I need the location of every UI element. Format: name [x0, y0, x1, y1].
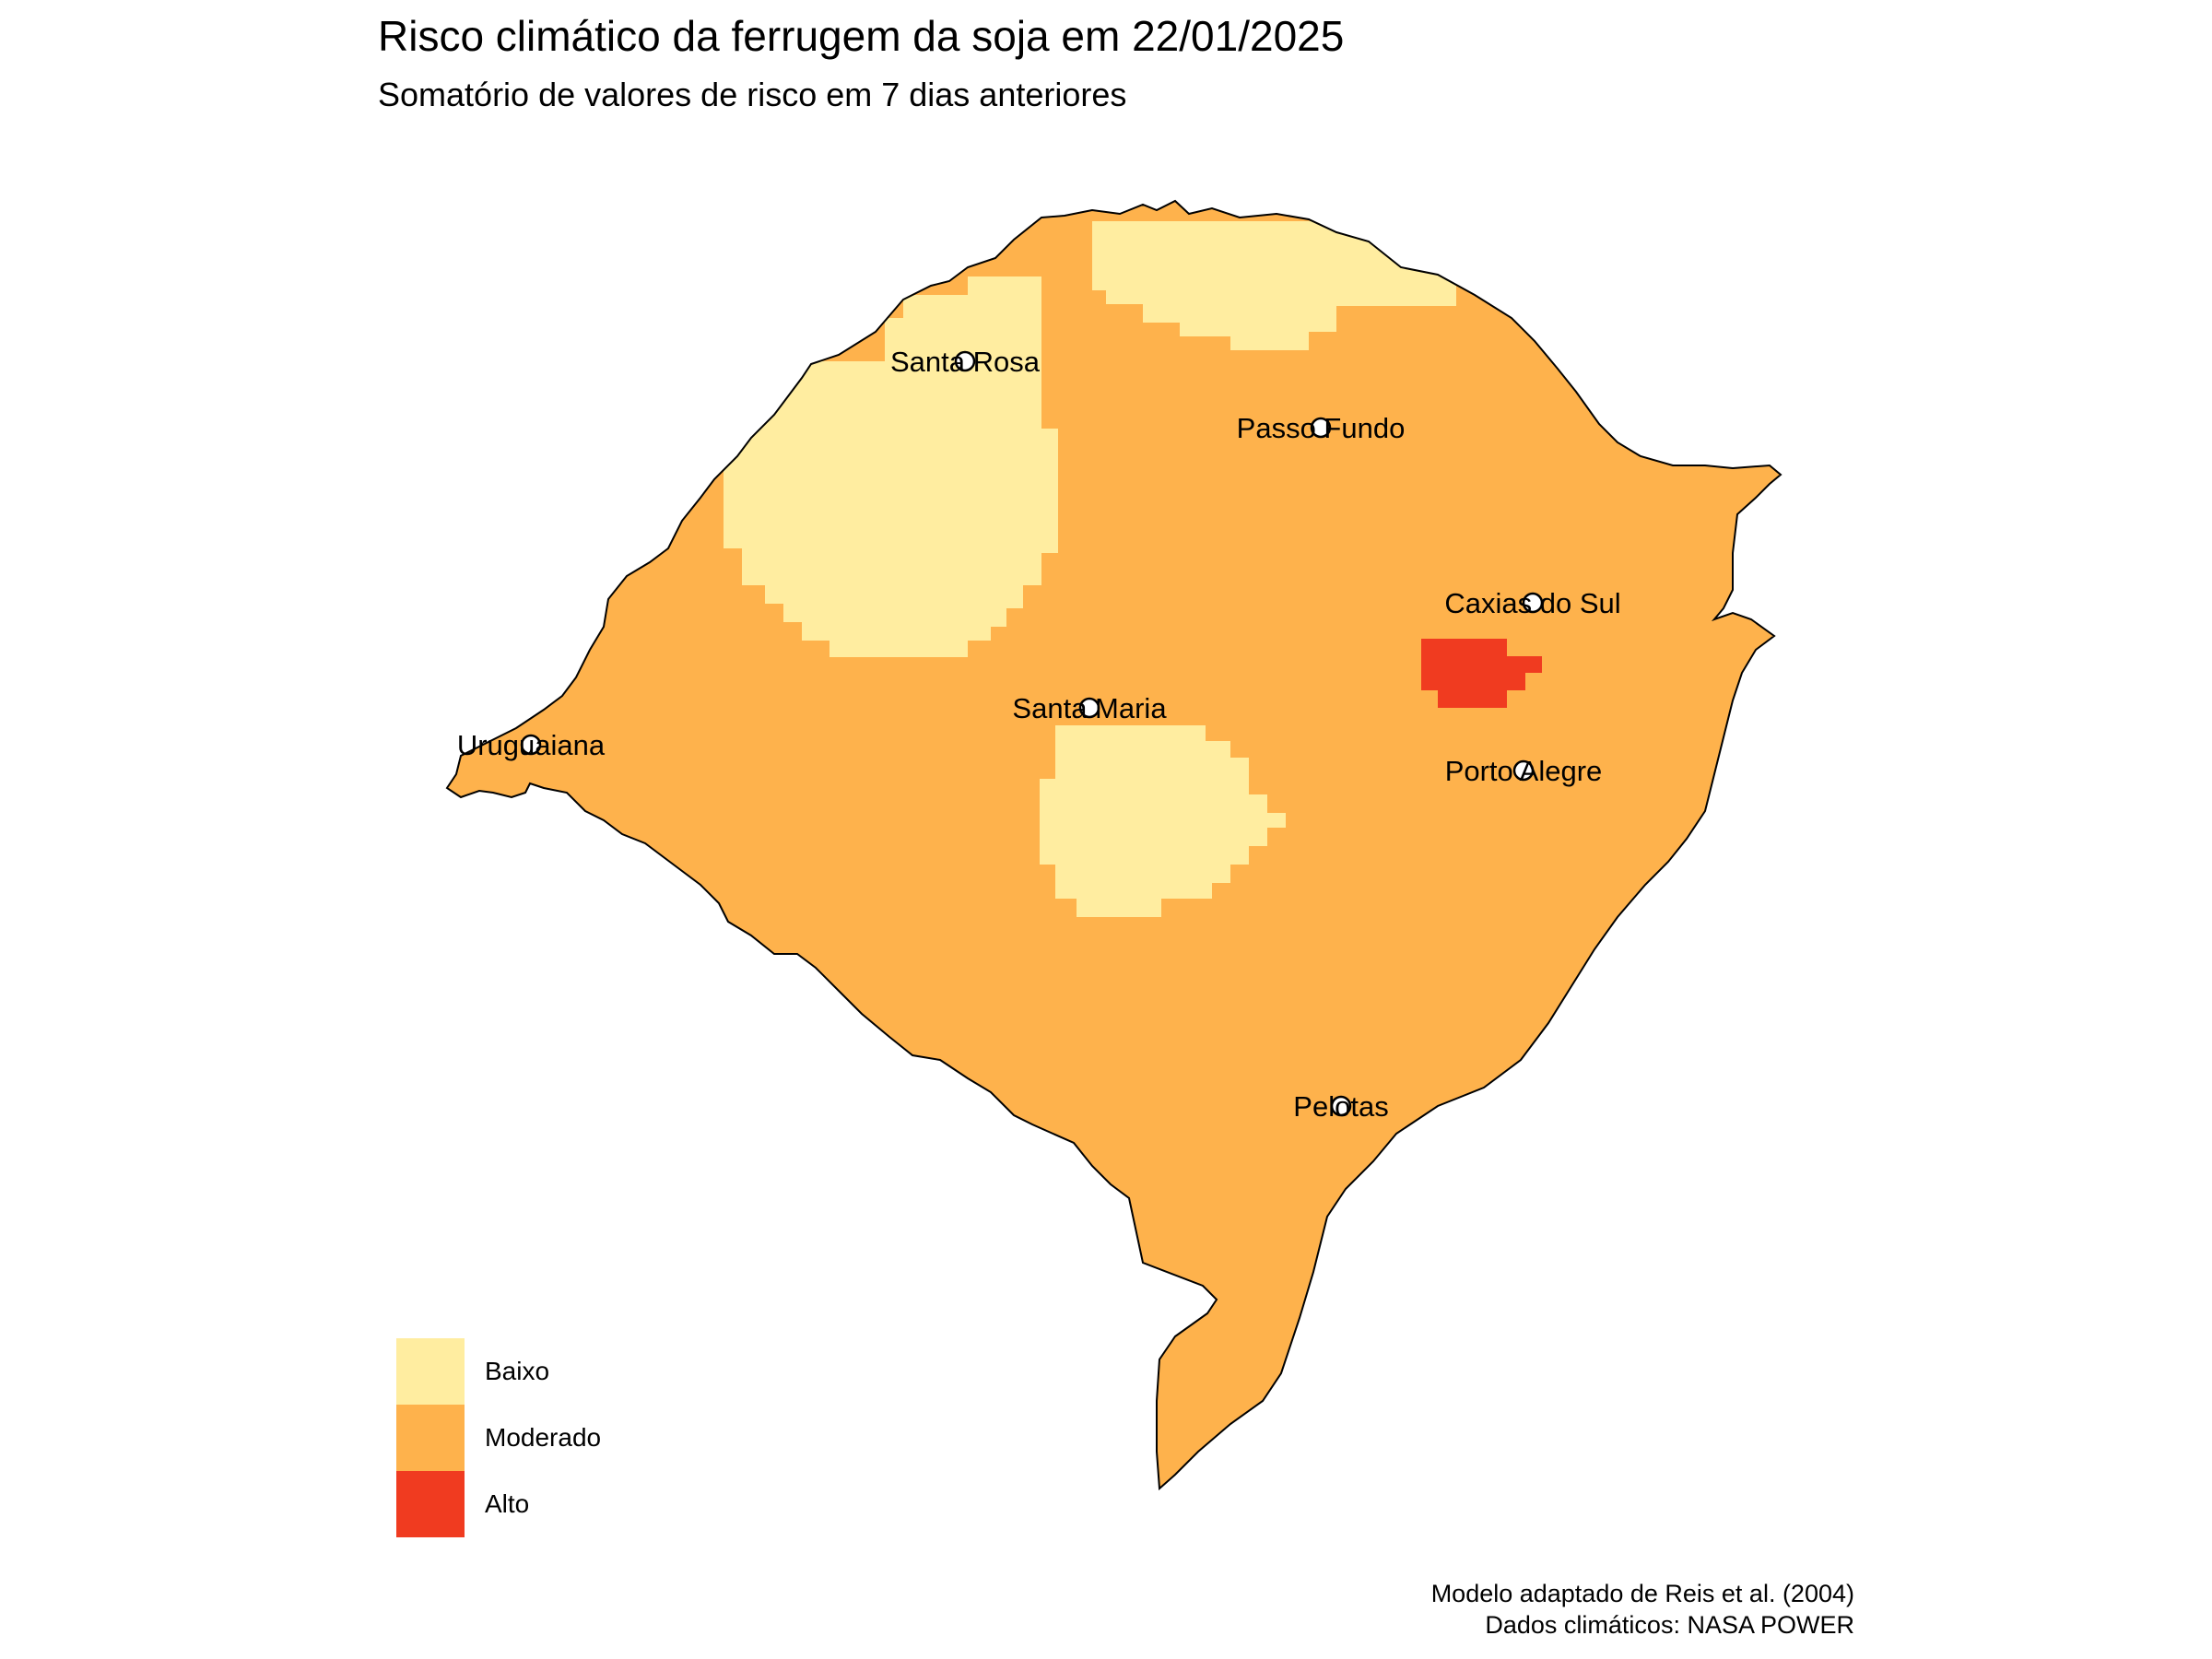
city-passo-fundo: Passo Fundo: [1237, 412, 1406, 444]
legend-label-baixo: Baixo: [485, 1357, 550, 1385]
city-marker-santa-rosa: [954, 350, 976, 372]
city-label-santa-maria: Santa Maria: [1012, 692, 1167, 724]
city-label-uruguaiana: Uruguaiana: [457, 729, 606, 761]
map-title: Risco climático da ferrugem da soja em 2…: [378, 12, 1345, 60]
city-caxias-do-sul: Caxias do Sul: [1444, 587, 1620, 619]
legend-swatch-moderado: [396, 1405, 465, 1471]
legend-item-moderado: Moderado: [396, 1405, 601, 1471]
legend-item-alto: Alto: [396, 1471, 529, 1537]
legend-label-alto: Alto: [485, 1489, 530, 1518]
city-label-passo-fundo: Passo Fundo: [1237, 412, 1406, 444]
legend-swatch-alto: [396, 1471, 465, 1537]
city-label-porto-alegre: Porto Alegre: [1445, 755, 1603, 787]
caption-line-model: Modelo adaptado de Reis et al. (2004): [1430, 1580, 1854, 1607]
risk-zone-baixo-north: [1092, 221, 1475, 350]
legend-swatch-baixo: [396, 1338, 465, 1405]
state-border: [445, 199, 1783, 1491]
city-pelotas: Pelotas: [1293, 1090, 1388, 1123]
city-uruguaiana: Uruguaiana: [457, 729, 606, 761]
city-santa-maria: Santa Maria: [1012, 692, 1167, 724]
city-marker-caxias-do-sul: [1522, 592, 1544, 614]
city-marker-passo-fundo: [1310, 417, 1332, 439]
city-marker-porto-alegre: [1512, 759, 1535, 782]
city-label-pelotas: Pelotas: [1293, 1090, 1388, 1123]
risk-zone-baixo-center: [1040, 725, 1286, 917]
map-subtitle: Somatório de valores de risco em 7 dias …: [378, 76, 1127, 113]
map-caption: Modelo adaptado de Reis et al. (2004) Da…: [1431, 1578, 1854, 1641]
risk-zone-alto: [1421, 639, 1542, 708]
city-marker-pelotas: [1330, 1095, 1352, 1117]
city-label-caxias-do-sul: Caxias do Sul: [1444, 587, 1620, 619]
city-porto-alegre: Porto Alegre: [1445, 755, 1603, 787]
city-label-santa-rosa: Santa Rosa: [890, 346, 1041, 378]
city-marker-uruguaiana: [520, 734, 542, 756]
caption-line-data: Dados climáticos: NASA POWER: [1485, 1611, 1854, 1639]
legend-item-baixo: Baixo: [396, 1338, 549, 1405]
city-marker-santa-maria: [1078, 697, 1100, 719]
legend-label-moderado: Moderado: [485, 1423, 602, 1452]
city-santa-rosa: Santa Rosa: [890, 346, 1041, 378]
risk-zone-baixo-northwest: [724, 276, 1058, 657]
